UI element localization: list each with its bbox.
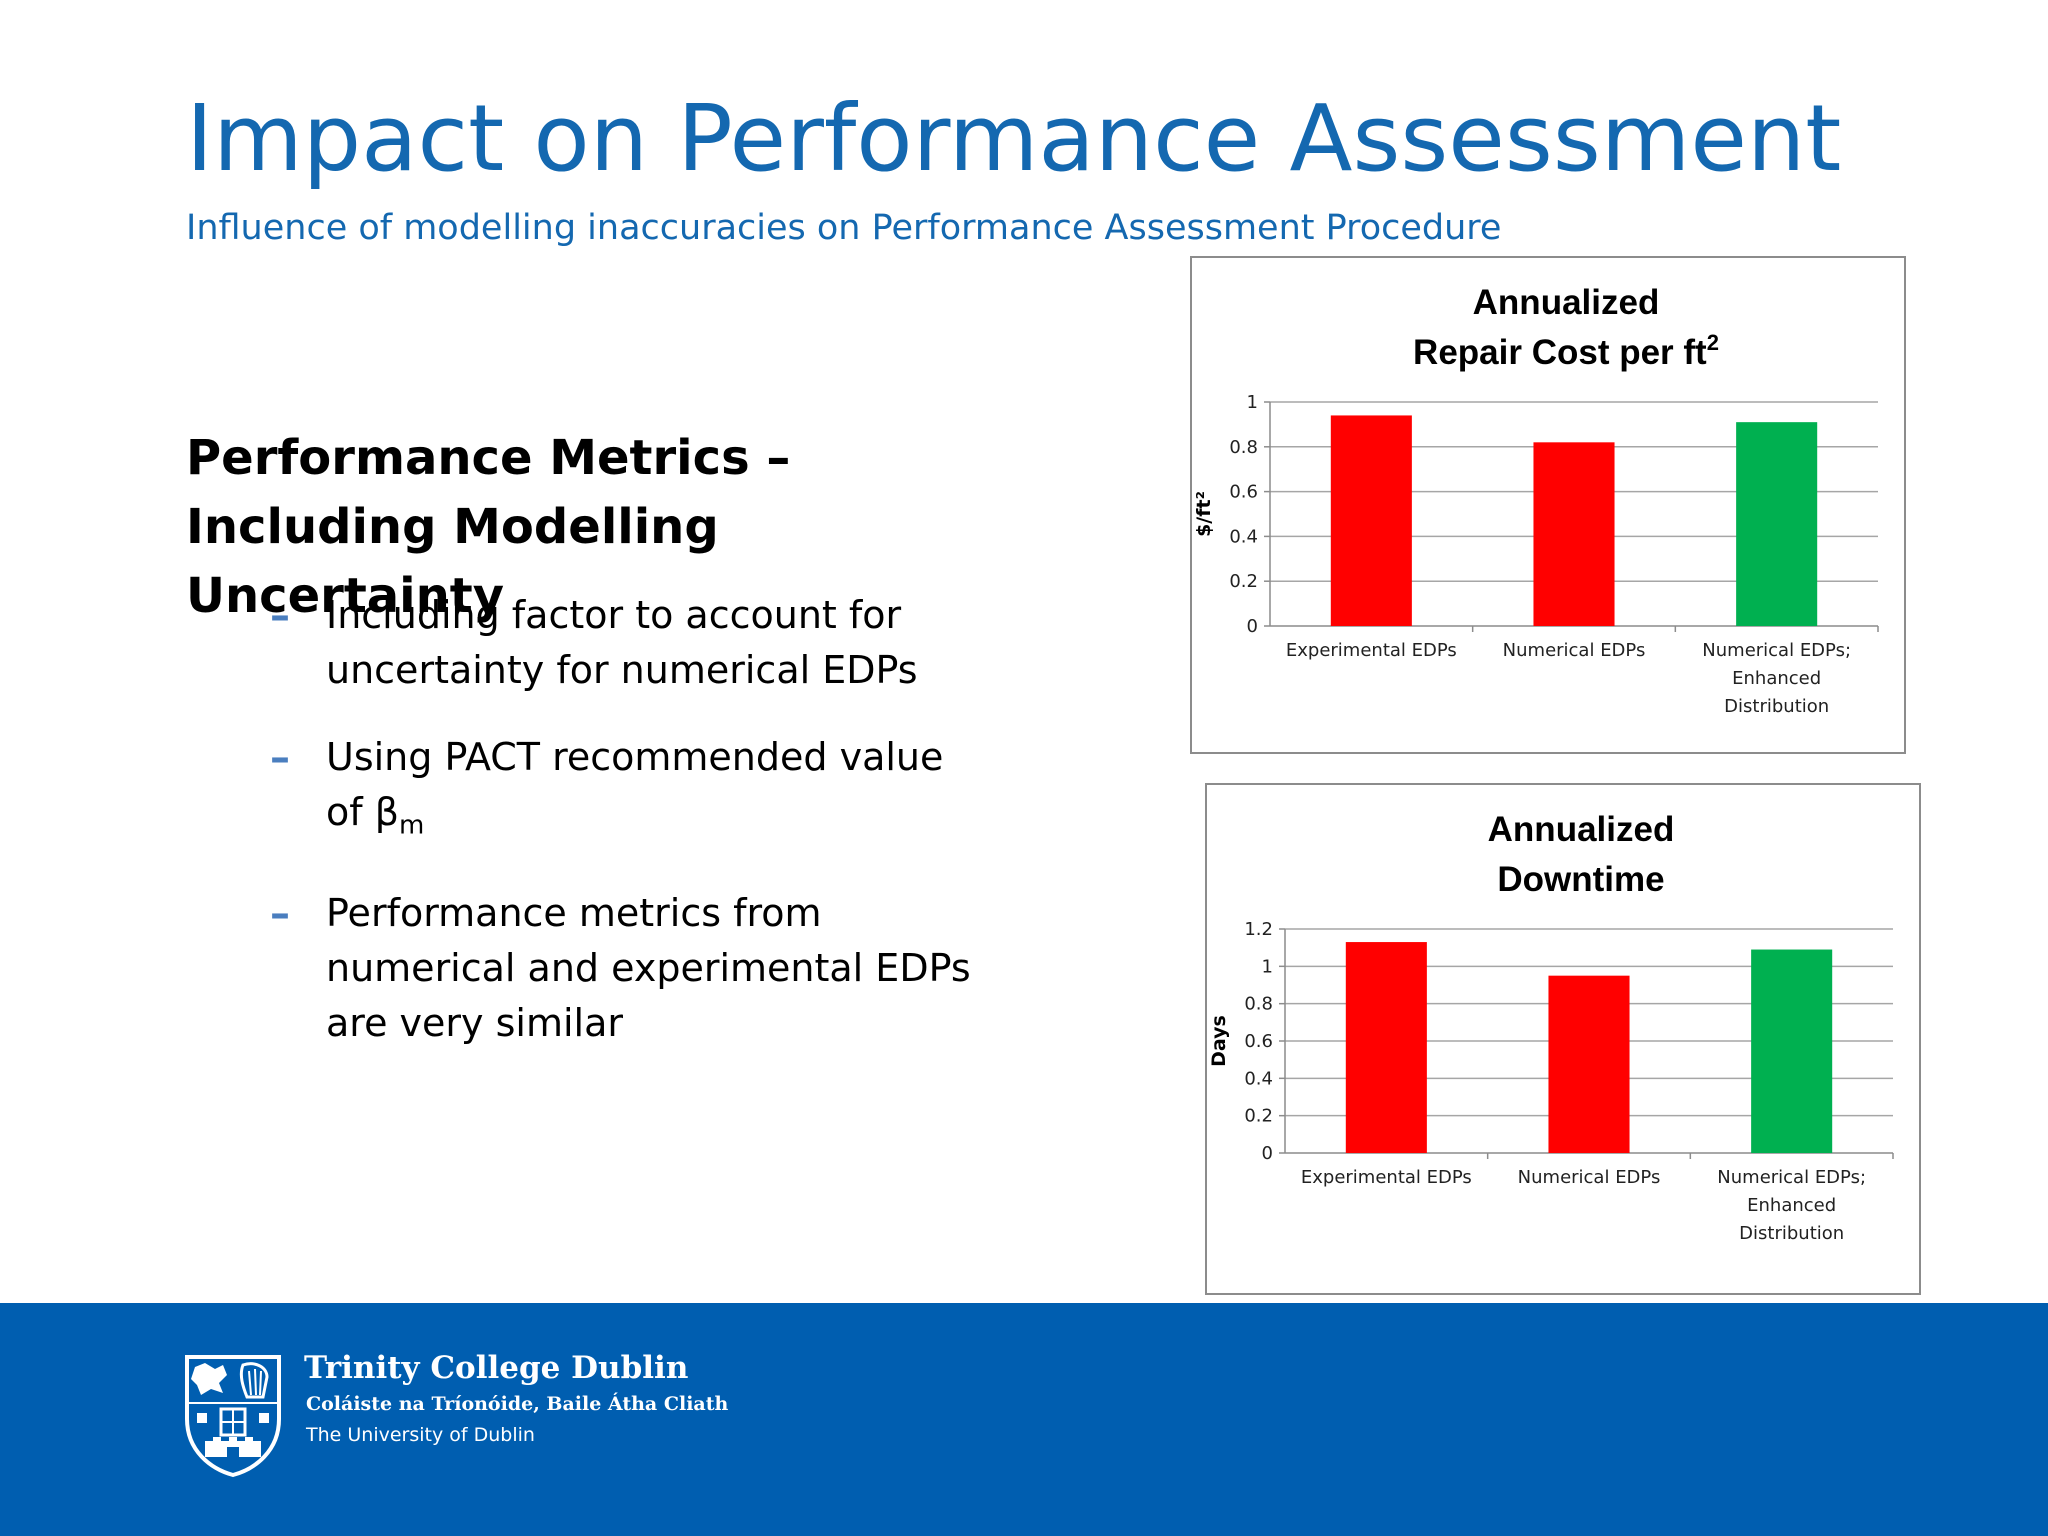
category-label: Experimental EDPs [1286, 640, 1457, 661]
bullet-text: Using PACT recommended value of βm [326, 730, 990, 854]
dash-bullet-icon: – [270, 890, 290, 937]
bullet-text: Performance metrics from numerical and e… [326, 890, 971, 1045]
chart-title-line: Repair Cost per ft [1413, 333, 1707, 372]
y-axis-title: Days [1208, 1015, 1230, 1067]
footer-band [0, 1303, 2048, 1536]
category-label-line: Enhanced [1732, 668, 1821, 689]
chart-title: Annualized [1473, 283, 1660, 322]
y-tick-label: 0.4 [1244, 1068, 1273, 1089]
chart-title-line: Downtime [1497, 860, 1664, 899]
category-label: Numerical EDPs [1503, 640, 1646, 661]
y-tick-label: 0.8 [1244, 994, 1273, 1015]
section-heading: Performance Metrics – Including Modellin… [186, 430, 791, 624]
bullet-item: – Performance metrics from numerical and… [270, 886, 990, 1051]
bar [1751, 949, 1833, 1153]
slide-subtitle: Influence of modelling inaccuracies on P… [186, 208, 1502, 248]
y-tick-label: 1.2 [1244, 919, 1273, 940]
bar [1533, 442, 1615, 626]
dash-bullet-icon: – [270, 593, 290, 639]
college-crest-icon [185, 1355, 281, 1478]
category-label-line: Enhanced [1747, 1195, 1836, 1216]
category-label-line: Distribution [1739, 1223, 1844, 1244]
chart-title: Repair Cost per ft2 [1413, 330, 1719, 372]
category-label-line: Numerical EDPs; [1717, 1167, 1866, 1188]
y-tick-label: 1 [1262, 956, 1273, 977]
chart-title: Annualized [1488, 810, 1675, 849]
downtime-chart: Annualized Downtime 0 0.2 0.4 0.6 0.8 1 1.2 Days E… [1205, 783, 1921, 1295]
bullet-item: – Including factor to account for uncert… [270, 588, 990, 698]
category-label-line: Experimental EDPs [1301, 1167, 1472, 1188]
institution-irish-name: Coláiste na Tríonóide, Baile Átha Cliath [306, 1393, 729, 1415]
bullet-text: Including factor to account for uncertai… [326, 593, 918, 692]
bullet-list: – Including factor to account for uncert… [270, 588, 990, 1083]
bullet-text-main: Using PACT recommended value of β [326, 735, 944, 834]
dash-bullet-icon: – [270, 735, 290, 781]
y-tick-label: 0.2 [1229, 571, 1258, 592]
category-label-line: Numerical EDPs [1518, 1167, 1661, 1188]
bar [1345, 942, 1427, 1153]
downtime-chart-svg: Annualized Downtime 0 0.2 0.4 0.6 0.8 1 1.2 Days E… [1208, 810, 1894, 1244]
chart-title-line: Annualized [1488, 810, 1675, 849]
category-label-line: Numerical EDPs; [1702, 640, 1851, 661]
category-label: Numerical EDPs [1518, 1167, 1661, 1188]
beta-subscript: m [398, 810, 425, 841]
y-tick-label: 0.8 [1229, 437, 1258, 458]
bar [1548, 975, 1630, 1153]
bar [1330, 415, 1412, 626]
category-label: Experimental EDPs [1301, 1167, 1472, 1188]
institution-name: Trinity College Dublin [304, 1350, 689, 1386]
category-label: Numerical EDPs; Enhanced Distribution [1702, 640, 1851, 717]
y-tick-label: 1 [1247, 392, 1258, 413]
university-name: The University of Dublin [306, 1424, 535, 1446]
y-tick-label: 0.6 [1244, 1031, 1273, 1052]
y-tick-label: 0.6 [1229, 482, 1258, 503]
slide-title: Impact on Performance Assessment [186, 85, 1842, 192]
repair-cost-chart-svg: Annualized Repair Cost per ft2 0 0.2 0.4 0.6 0… [1193, 283, 1879, 717]
category-label-line: Numerical EDPs [1503, 640, 1646, 661]
y-tick-label: 0.4 [1229, 526, 1258, 547]
y-tick-label: 0.2 [1244, 1106, 1273, 1127]
bar [1736, 422, 1818, 626]
chart-title: Downtime [1497, 860, 1664, 899]
y-axis-title: $/ft² [1193, 491, 1215, 537]
category-label-line: Experimental EDPs [1286, 640, 1457, 661]
y-tick-label: 0 [1262, 1143, 1273, 1164]
bullet-item: – Using PACT recommended value of βm [270, 730, 990, 854]
chart-title-line: Annualized [1473, 283, 1660, 322]
chart-title-superscript: 2 [1707, 330, 1719, 355]
category-label: Numerical EDPs; Enhanced Distribution [1717, 1167, 1866, 1244]
category-label-line: Distribution [1724, 696, 1829, 717]
y-tick-label: 0 [1247, 616, 1258, 637]
repair-cost-chart: Annualized Repair Cost per ft2 0 0.2 0.4 0.6 0… [1190, 256, 1906, 754]
